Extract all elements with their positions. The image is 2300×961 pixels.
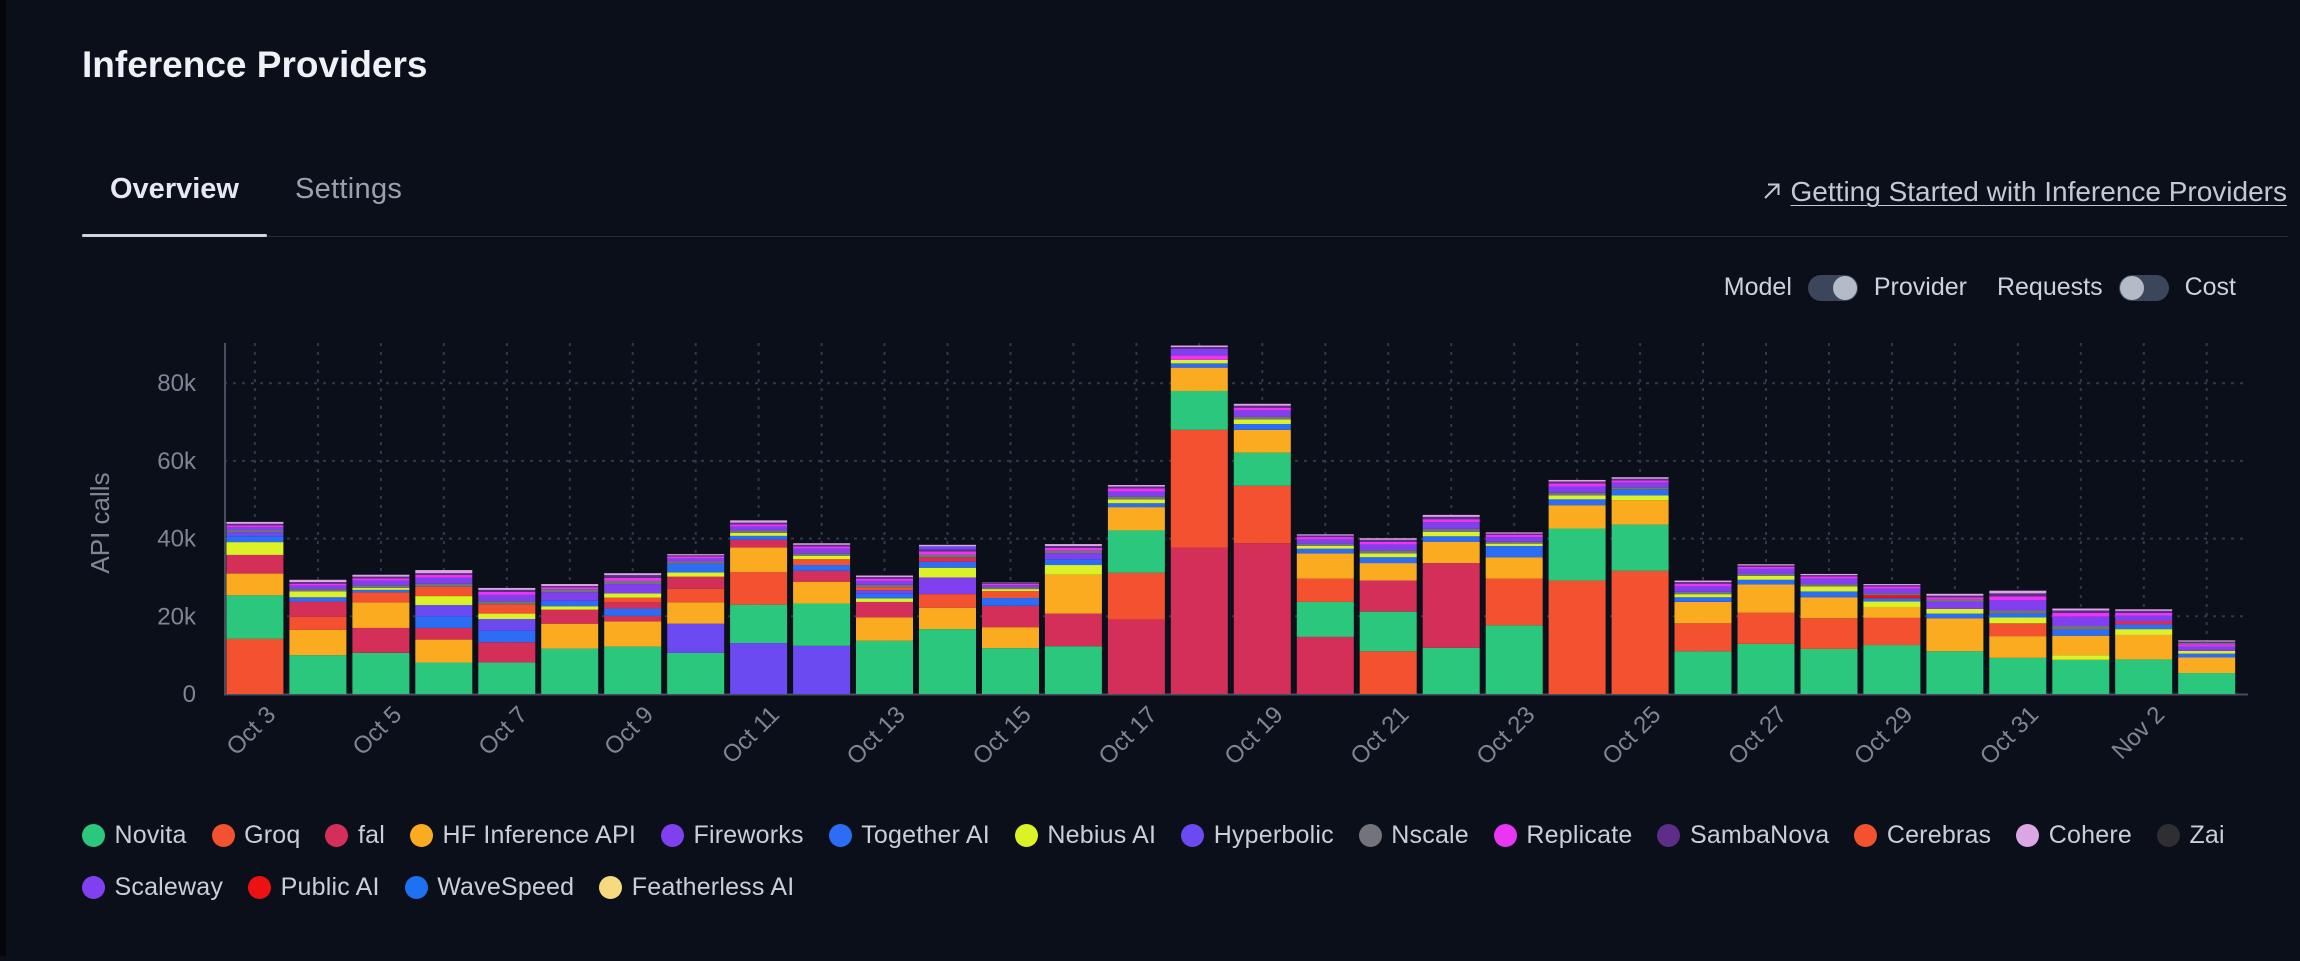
svg-text:Oct 9: Oct 9 [599, 701, 659, 761]
svg-text:80k: 80k [157, 370, 197, 397]
svg-text:60k: 60k [157, 448, 197, 475]
svg-text:Oct 19: Oct 19 [1219, 701, 1288, 770]
svg-text:API calls: API calls [85, 472, 115, 573]
svg-text:Oct 29: Oct 29 [1849, 701, 1918, 770]
svg-text:Oct 11: Oct 11 [717, 701, 785, 769]
svg-text:Oct 5: Oct 5 [347, 701, 407, 761]
svg-text:Oct 25: Oct 25 [1597, 701, 1666, 770]
svg-text:Oct 21: Oct 21 [1345, 701, 1414, 770]
svg-text:Oct 23: Oct 23 [1471, 701, 1540, 770]
svg-text:Oct 13: Oct 13 [842, 701, 911, 770]
svg-text:Oct 3: Oct 3 [221, 701, 281, 761]
svg-text:Oct 7: Oct 7 [473, 701, 533, 761]
svg-text:40k: 40k [157, 526, 197, 553]
svg-text:Oct 27: Oct 27 [1723, 701, 1792, 770]
svg-text:Oct 15: Oct 15 [968, 701, 1037, 770]
svg-text:Oct 31: Oct 31 [1975, 701, 2044, 770]
svg-text:Oct 17: Oct 17 [1094, 701, 1163, 770]
svg-text:20k: 20k [157, 603, 197, 630]
svg-text:0: 0 [183, 681, 196, 708]
svg-text:Nov 2: Nov 2 [2107, 701, 2170, 764]
